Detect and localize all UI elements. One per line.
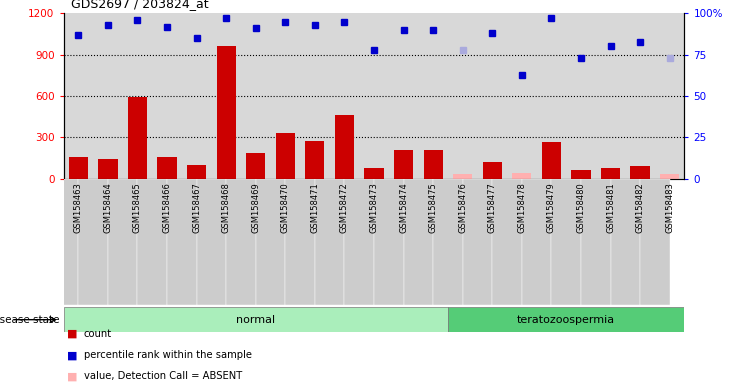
Bar bbox=[581, 179, 610, 305]
Bar bbox=[404, 179, 433, 305]
Bar bbox=[463, 179, 492, 305]
Bar bbox=[601, 167, 620, 179]
Text: GDS2697 / 203824_at: GDS2697 / 203824_at bbox=[71, 0, 209, 10]
Bar bbox=[157, 157, 177, 179]
Bar bbox=[226, 179, 256, 305]
Bar bbox=[69, 157, 88, 179]
Bar bbox=[364, 167, 384, 179]
Bar bbox=[344, 179, 374, 305]
Bar bbox=[640, 179, 669, 305]
Bar bbox=[482, 162, 502, 179]
Bar bbox=[315, 179, 344, 305]
Bar bbox=[512, 173, 531, 179]
Text: percentile rank within the sample: percentile rank within the sample bbox=[84, 350, 252, 360]
Text: GSM158472: GSM158472 bbox=[340, 182, 349, 233]
Text: GSM158468: GSM158468 bbox=[221, 182, 230, 233]
Text: GSM158475: GSM158475 bbox=[429, 182, 438, 233]
Text: ■: ■ bbox=[67, 371, 78, 381]
Text: GSM158464: GSM158464 bbox=[103, 182, 112, 233]
Text: value, Detection Call = ABSENT: value, Detection Call = ABSENT bbox=[84, 371, 242, 381]
Bar bbox=[285, 179, 315, 305]
Bar bbox=[571, 170, 591, 179]
Bar bbox=[374, 179, 404, 305]
Bar bbox=[335, 115, 354, 179]
Text: GSM158463: GSM158463 bbox=[74, 182, 83, 233]
Bar bbox=[138, 179, 167, 305]
Bar bbox=[453, 174, 472, 179]
Text: GSM158480: GSM158480 bbox=[577, 182, 586, 233]
Bar bbox=[197, 179, 226, 305]
Text: disease state: disease state bbox=[0, 314, 60, 325]
Text: GSM158470: GSM158470 bbox=[280, 182, 289, 233]
Bar bbox=[492, 179, 522, 305]
Text: GSM158465: GSM158465 bbox=[133, 182, 142, 233]
Bar bbox=[64, 307, 448, 332]
Text: GSM158474: GSM158474 bbox=[399, 182, 408, 233]
Text: GSM158469: GSM158469 bbox=[251, 182, 260, 233]
Bar bbox=[551, 179, 581, 305]
Text: GSM158466: GSM158466 bbox=[162, 182, 171, 233]
Bar bbox=[423, 151, 443, 179]
Bar bbox=[128, 98, 147, 179]
Text: ■: ■ bbox=[67, 329, 78, 339]
Text: GSM158479: GSM158479 bbox=[547, 182, 556, 233]
Text: GSM158482: GSM158482 bbox=[636, 182, 645, 233]
Text: GSM158467: GSM158467 bbox=[192, 182, 201, 233]
Bar bbox=[217, 46, 236, 179]
Text: GSM158481: GSM158481 bbox=[606, 182, 615, 233]
Bar bbox=[610, 179, 640, 305]
Text: GSM158483: GSM158483 bbox=[665, 182, 674, 233]
Bar bbox=[187, 165, 206, 179]
Text: GSM158471: GSM158471 bbox=[310, 182, 319, 233]
Bar bbox=[631, 166, 650, 179]
Bar bbox=[108, 179, 138, 305]
Text: ■: ■ bbox=[67, 350, 78, 360]
Text: count: count bbox=[84, 329, 112, 339]
Bar bbox=[660, 174, 679, 179]
Bar bbox=[542, 142, 561, 179]
Bar bbox=[256, 179, 285, 305]
Text: GSM158477: GSM158477 bbox=[488, 182, 497, 233]
Text: GSM158476: GSM158476 bbox=[459, 182, 468, 233]
Text: normal: normal bbox=[236, 314, 275, 325]
Bar bbox=[276, 133, 295, 179]
Bar bbox=[305, 141, 325, 179]
Text: teratozoospermia: teratozoospermia bbox=[517, 314, 615, 325]
Bar bbox=[394, 150, 413, 179]
Bar bbox=[79, 179, 108, 305]
Bar bbox=[167, 179, 197, 305]
Text: GSM158473: GSM158473 bbox=[370, 182, 378, 233]
Bar bbox=[433, 179, 463, 305]
Bar bbox=[98, 159, 117, 179]
Bar bbox=[49, 179, 79, 305]
Bar bbox=[522, 179, 551, 305]
Text: GSM158478: GSM158478 bbox=[518, 182, 527, 233]
Bar bbox=[448, 307, 684, 332]
Bar bbox=[246, 153, 266, 179]
